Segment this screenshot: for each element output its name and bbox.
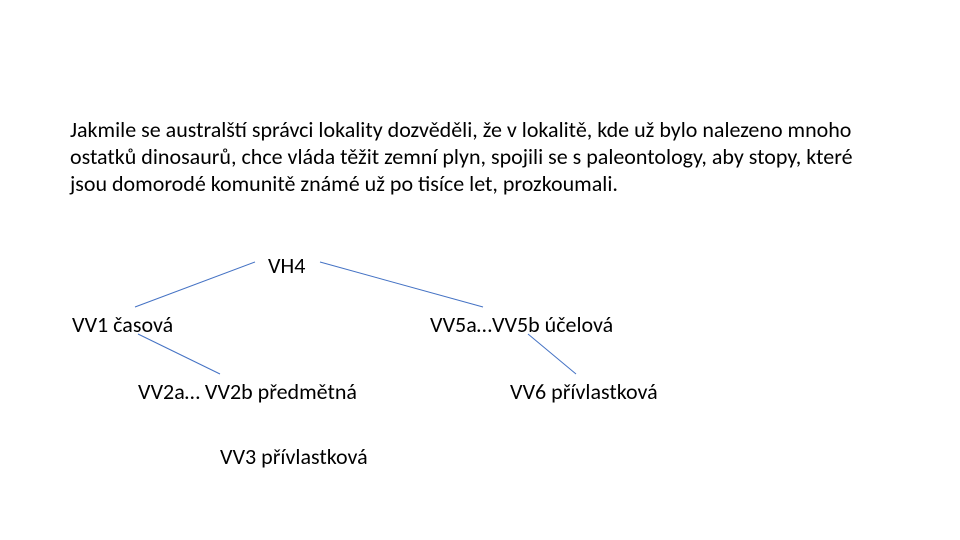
- edge-vh4-vv1: [135, 262, 255, 307]
- node-vv5: VV5a…VV5b účelová: [430, 311, 613, 338]
- edge-vv5-vv6: [528, 334, 576, 374]
- node-vv1: VV1 časová: [72, 311, 173, 338]
- node-vv6: VV6 přívlastková: [510, 378, 658, 405]
- edge-vv1-vv2: [138, 334, 220, 374]
- tree-connectors: [0, 0, 960, 540]
- node-vv2: VV2a… VV2b předmětná: [138, 378, 357, 405]
- node-vv3: VV3 přívlastková: [220, 443, 368, 470]
- node-vh4: VH4: [268, 252, 305, 279]
- sentence-paragraph: Jakmile se australští správci lokality d…: [70, 116, 880, 197]
- edge-vh4-vv5: [320, 262, 483, 307]
- slide: Jakmile se australští správci lokality d…: [0, 0, 960, 540]
